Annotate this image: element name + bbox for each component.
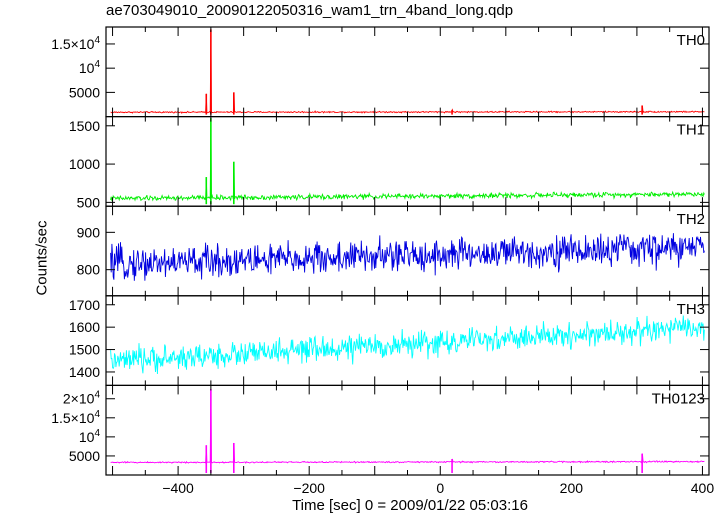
x-axis-label: Time [sec] 0 = 2009/01/22 05:03:16 (292, 497, 528, 514)
panel-label-th3: TH3 (677, 301, 705, 318)
y-tick-label: 1.5×104 (51, 409, 100, 426)
y-tick-label: 104 (79, 59, 101, 76)
series-line-th3 (110, 315, 705, 375)
y-tick-label: 800 (77, 262, 101, 278)
y-tick-label: 1400 (69, 364, 100, 380)
x-tick-label: 400 (691, 480, 715, 496)
y-tick-label: 5000 (69, 448, 100, 464)
y-tick-label: 1000 (69, 156, 100, 172)
panel-label-th2: TH2 (677, 211, 705, 228)
series-line-th2 (110, 233, 705, 281)
panel-frame-th0 (105, 26, 710, 118)
y-axis-label: Counts/sec (33, 220, 51, 296)
x-tick-label: −200 (293, 480, 325, 496)
y-tick-label: 5000 (69, 84, 100, 100)
series-line-th0 (110, 29, 705, 114)
panel-label-th0123: TH0123 (652, 390, 705, 407)
y-tick-label: 1.5×104 (51, 35, 100, 52)
panel-label-th1: TH1 (677, 122, 705, 139)
series-line-th1 (110, 118, 705, 202)
y-tick-label: 900 (77, 224, 101, 240)
y-tick-label: 104 (79, 428, 101, 445)
panel-label-th0: TH0 (677, 32, 705, 49)
x-tick-label: −400 (162, 480, 194, 496)
series-line-th0123 (110, 389, 705, 464)
y-tick-label: 500 (77, 194, 101, 210)
y-tick-label: 1500 (69, 118, 100, 134)
y-tick-label: 1700 (69, 297, 100, 313)
y-tick-label: 1500 (69, 342, 100, 358)
panel-frame-th1 (105, 115, 710, 207)
y-tick-label: 1600 (69, 319, 100, 335)
x-tick-label: 200 (560, 480, 584, 496)
panel-frame-th3 (105, 295, 710, 386)
chart-title: ae703049010_20090122050316_wam1_trn_4ban… (106, 2, 514, 19)
y-tick-label: 2×104 (63, 390, 101, 407)
x-tick-label: 0 (436, 480, 444, 496)
